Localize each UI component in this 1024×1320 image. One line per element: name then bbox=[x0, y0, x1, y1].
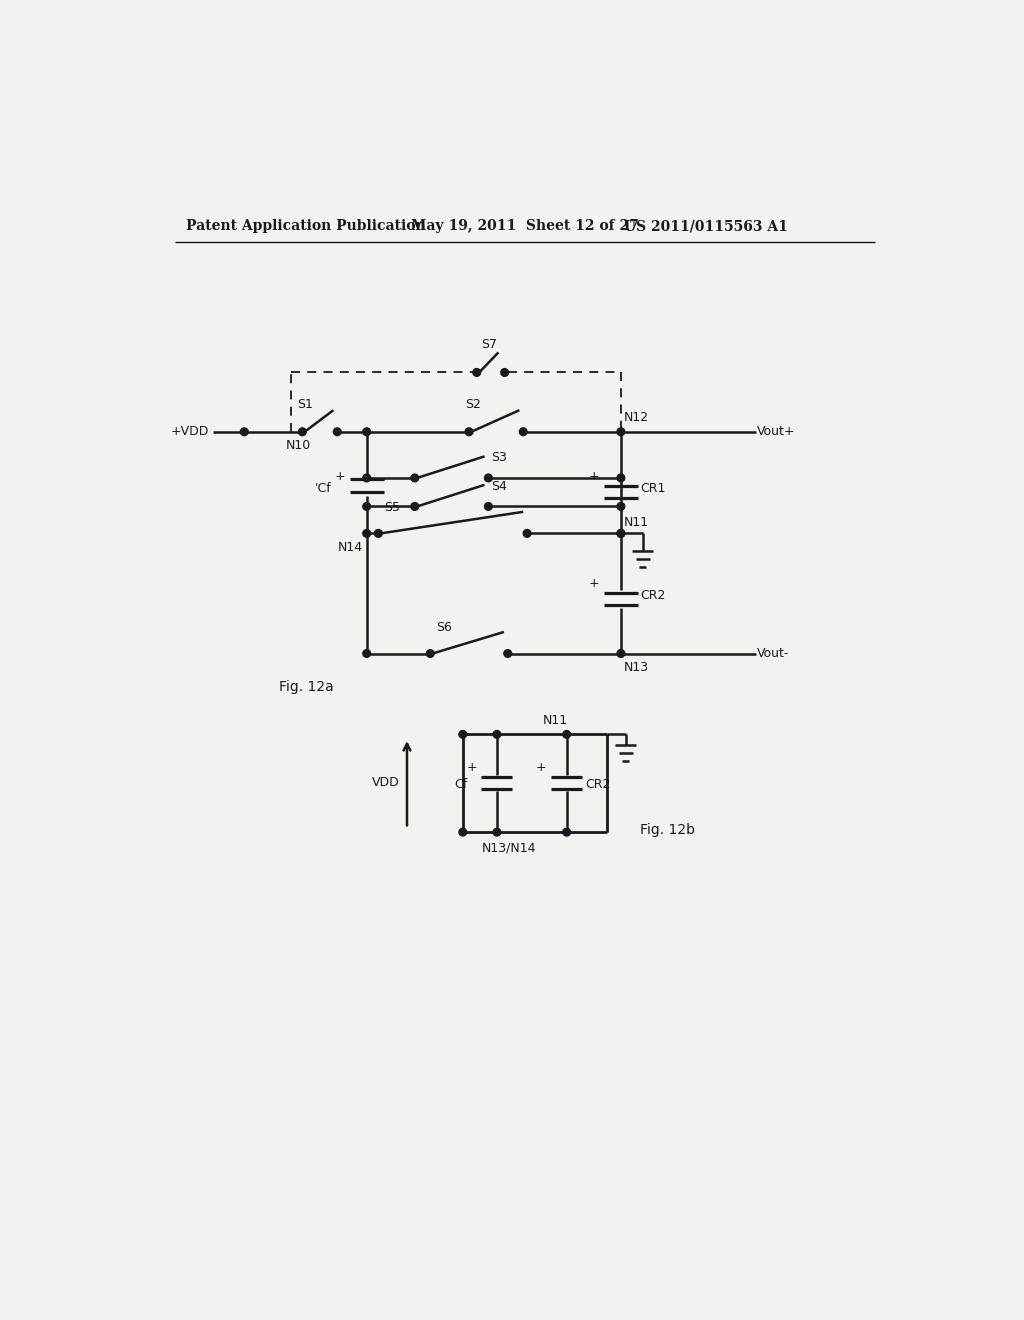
Text: S5: S5 bbox=[384, 500, 399, 513]
Circle shape bbox=[362, 428, 371, 436]
Circle shape bbox=[375, 529, 382, 537]
Text: Cf: Cf bbox=[455, 777, 467, 791]
Circle shape bbox=[484, 503, 493, 511]
Circle shape bbox=[411, 503, 419, 511]
Circle shape bbox=[493, 829, 501, 836]
Text: 'Cf: 'Cf bbox=[315, 482, 332, 495]
Circle shape bbox=[299, 428, 306, 436]
Text: S6: S6 bbox=[436, 620, 453, 634]
Circle shape bbox=[334, 428, 341, 436]
Text: N10: N10 bbox=[286, 440, 311, 453]
Text: S2: S2 bbox=[465, 397, 481, 411]
Text: +: + bbox=[536, 760, 547, 774]
Circle shape bbox=[465, 428, 473, 436]
Text: +: + bbox=[466, 760, 477, 774]
Circle shape bbox=[362, 529, 371, 537]
Circle shape bbox=[519, 428, 527, 436]
Text: May 19, 2011  Sheet 12 of 27: May 19, 2011 Sheet 12 of 27 bbox=[411, 219, 639, 234]
Circle shape bbox=[426, 649, 434, 657]
Text: S3: S3 bbox=[490, 451, 507, 465]
Circle shape bbox=[617, 474, 625, 482]
Circle shape bbox=[563, 730, 570, 738]
Text: +: + bbox=[589, 470, 599, 483]
Circle shape bbox=[617, 428, 625, 436]
Circle shape bbox=[504, 649, 512, 657]
Circle shape bbox=[241, 428, 248, 436]
Text: +: + bbox=[589, 577, 599, 590]
Text: CR1: CR1 bbox=[640, 482, 666, 495]
Circle shape bbox=[563, 829, 570, 836]
Text: N12: N12 bbox=[624, 412, 649, 425]
Text: S1: S1 bbox=[297, 397, 312, 411]
Circle shape bbox=[473, 368, 480, 376]
Text: N14: N14 bbox=[338, 541, 362, 554]
Circle shape bbox=[501, 368, 509, 376]
Circle shape bbox=[459, 829, 467, 836]
Text: Fig. 12b: Fig. 12b bbox=[640, 822, 694, 837]
Text: VDD: VDD bbox=[372, 776, 399, 789]
Circle shape bbox=[523, 529, 531, 537]
Circle shape bbox=[617, 529, 625, 537]
Circle shape bbox=[484, 474, 493, 482]
Text: +: + bbox=[335, 470, 345, 483]
Text: N11: N11 bbox=[543, 714, 567, 727]
Circle shape bbox=[362, 649, 371, 657]
Circle shape bbox=[493, 730, 501, 738]
Circle shape bbox=[362, 503, 371, 511]
Text: CR2: CR2 bbox=[586, 777, 610, 791]
Circle shape bbox=[459, 730, 467, 738]
Text: S4: S4 bbox=[490, 480, 507, 492]
Text: Vout-: Vout- bbox=[758, 647, 790, 660]
Circle shape bbox=[411, 474, 419, 482]
Circle shape bbox=[617, 503, 625, 511]
Text: CR2: CR2 bbox=[640, 589, 666, 602]
Text: Vout+: Vout+ bbox=[758, 425, 796, 438]
Text: +VDD: +VDD bbox=[171, 425, 209, 438]
Text: US 2011/0115563 A1: US 2011/0115563 A1 bbox=[624, 219, 787, 234]
Circle shape bbox=[617, 649, 625, 657]
Text: Fig. 12a: Fig. 12a bbox=[280, 680, 334, 693]
Text: Patent Application Publication: Patent Application Publication bbox=[186, 219, 426, 234]
Text: N11: N11 bbox=[624, 516, 649, 529]
Circle shape bbox=[617, 529, 625, 537]
Text: S7: S7 bbox=[481, 338, 497, 351]
Text: N13: N13 bbox=[624, 661, 649, 675]
Text: N13/N14: N13/N14 bbox=[481, 841, 536, 854]
Circle shape bbox=[362, 474, 371, 482]
